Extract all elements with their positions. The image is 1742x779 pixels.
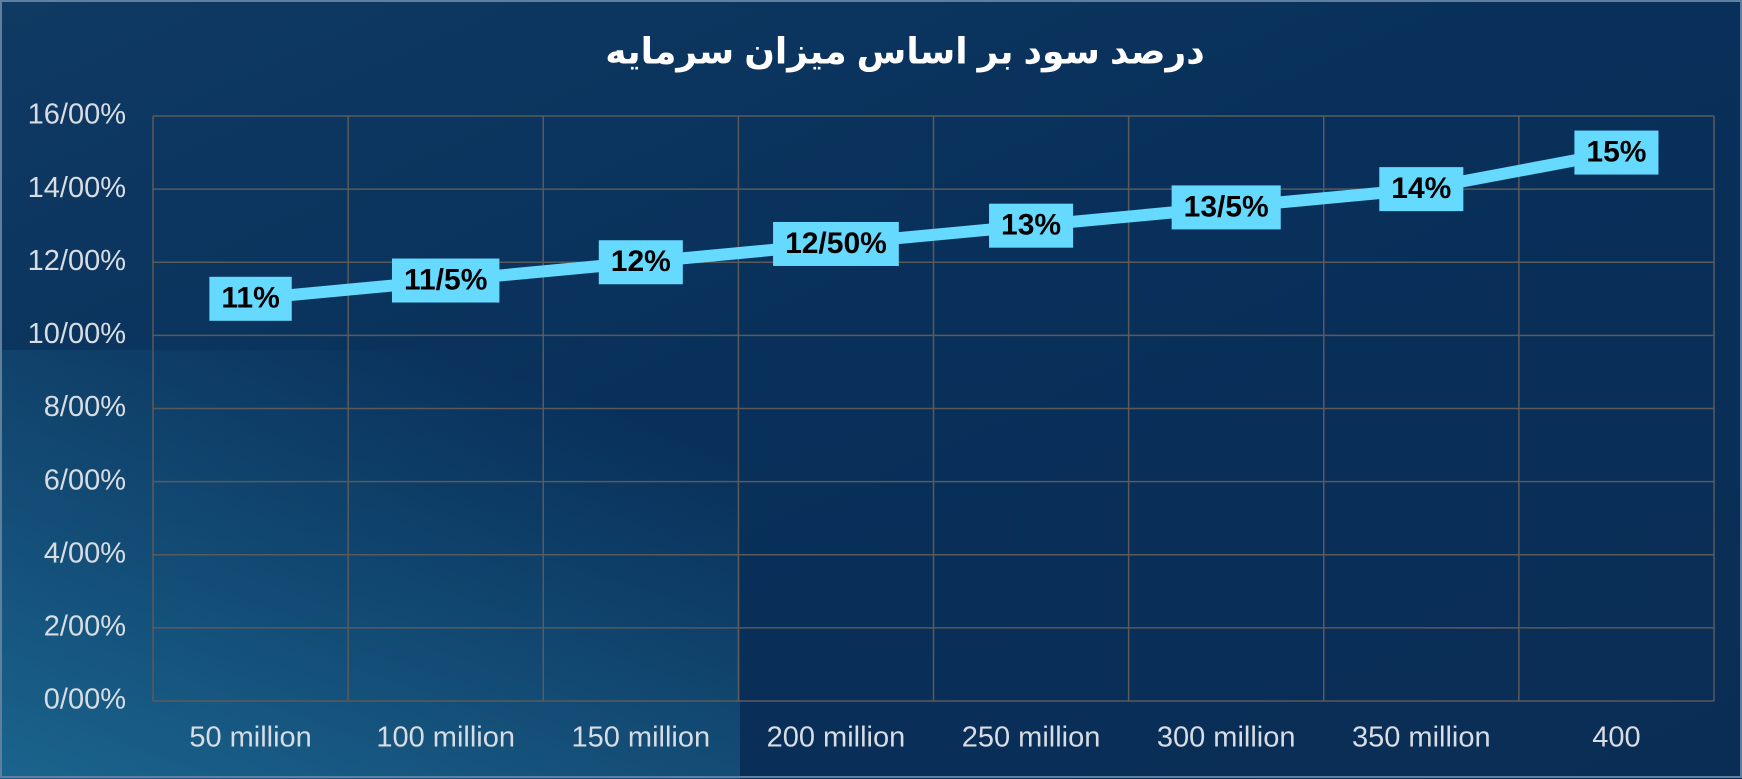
x-tick-label: 100 million <box>376 722 515 754</box>
y-tick-label: 12/00% <box>28 245 126 277</box>
x-tick-label: 400 <box>1592 722 1640 754</box>
data-label-box <box>1171 185 1281 230</box>
x-tick-label: 150 million <box>571 722 710 754</box>
data-label-box <box>989 203 1074 248</box>
data-label: 13/5% <box>1184 190 1269 223</box>
y-tick-label: 4/00% <box>44 537 126 569</box>
data-label: 13% <box>1001 209 1061 242</box>
x-tick-label: 300 million <box>1157 722 1296 754</box>
data-label-box <box>1574 130 1659 175</box>
y-tick-label: 16/00% <box>28 99 126 131</box>
data-label: 14% <box>1391 172 1451 205</box>
x-tick-label: 200 million <box>767 722 906 754</box>
chart-title: درصد سود بر اساس میزان سرمایه <box>605 31 1204 73</box>
data-label: 11% <box>221 282 279 315</box>
y-tick-label: 6/00% <box>44 464 126 496</box>
background-glow <box>0 350 740 779</box>
y-tick-label: 2/00% <box>44 611 126 643</box>
x-tick-label: 250 million <box>962 722 1101 754</box>
data-label-box <box>1379 167 1464 212</box>
y-tick-label: 0/00% <box>44 684 126 716</box>
y-tick-label: 8/00% <box>44 391 126 423</box>
x-tick-label: 350 million <box>1352 722 1491 754</box>
data-label-box <box>773 221 899 266</box>
y-tick-label: 10/00% <box>28 318 126 350</box>
x-tick-label: 50 million <box>189 722 312 754</box>
data-label-box <box>598 240 683 285</box>
data-label: 12% <box>611 245 671 278</box>
data-label: 15% <box>1586 135 1646 168</box>
data-label: 12/50% <box>785 227 887 260</box>
y-tick-label: 14/00% <box>28 172 126 204</box>
data-label: 11/5% <box>404 263 487 296</box>
data-label-box <box>209 276 292 321</box>
data-label-box <box>391 258 500 303</box>
